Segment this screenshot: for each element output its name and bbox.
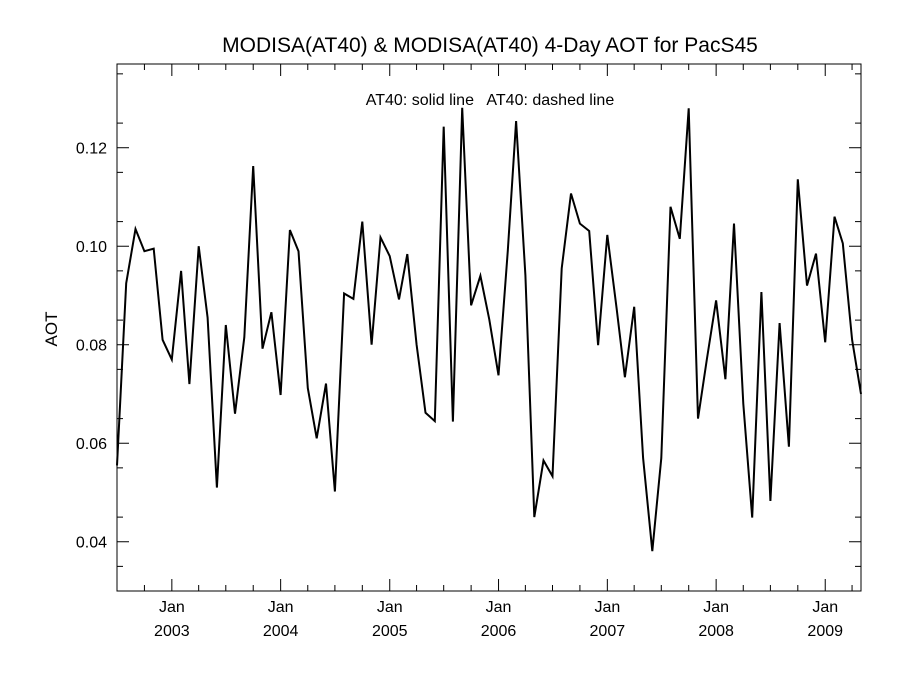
series-lines xyxy=(116,107,862,552)
x-tick-month: Jan xyxy=(268,599,294,616)
x-tick-year: 2003 xyxy=(154,623,190,640)
chart-title: MODISA(AT40) & MODISA(AT40) 4-Day AOT fo… xyxy=(222,34,758,57)
y-tick-label: 0.06 xyxy=(76,436,107,453)
y-axis-label: AOT xyxy=(42,312,61,347)
y-tick-label: 0.04 xyxy=(76,535,107,552)
x-tick-month: Jan xyxy=(486,599,512,616)
axis-ticks xyxy=(117,64,861,591)
x-tick-month: Jan xyxy=(703,599,729,616)
x-tick-month: Jan xyxy=(159,599,185,616)
x-tick-year: 2008 xyxy=(698,623,734,640)
y-tick-labels: 0.04 0.06 0.08 0.10 0.12 xyxy=(76,141,107,552)
y-tick-label: 0.12 xyxy=(76,141,107,158)
x-tick-month: Jan xyxy=(594,599,620,616)
plot-frame xyxy=(116,63,862,592)
x-tick-year: 2005 xyxy=(372,623,408,640)
x-tick-year: 2009 xyxy=(807,623,843,640)
series-line-solid xyxy=(116,107,862,552)
x-tick-labels: Jan 2003 Jan 2004 Jan 2005 Jan 2006 Jan 2007 Jan 20… xyxy=(154,599,843,640)
x-tick-year: 2007 xyxy=(590,623,626,640)
x-tick-year: 2006 xyxy=(481,623,517,640)
x-tick-month: Jan xyxy=(377,599,403,616)
x-tick-month: Jan xyxy=(812,599,838,616)
series-annotation: AT40: solid line AT40: dashed line xyxy=(366,92,615,109)
y-tick-label: 0.08 xyxy=(76,338,107,355)
x-tick-year: 2004 xyxy=(263,623,299,640)
y-tick-label: 0.10 xyxy=(76,239,107,256)
